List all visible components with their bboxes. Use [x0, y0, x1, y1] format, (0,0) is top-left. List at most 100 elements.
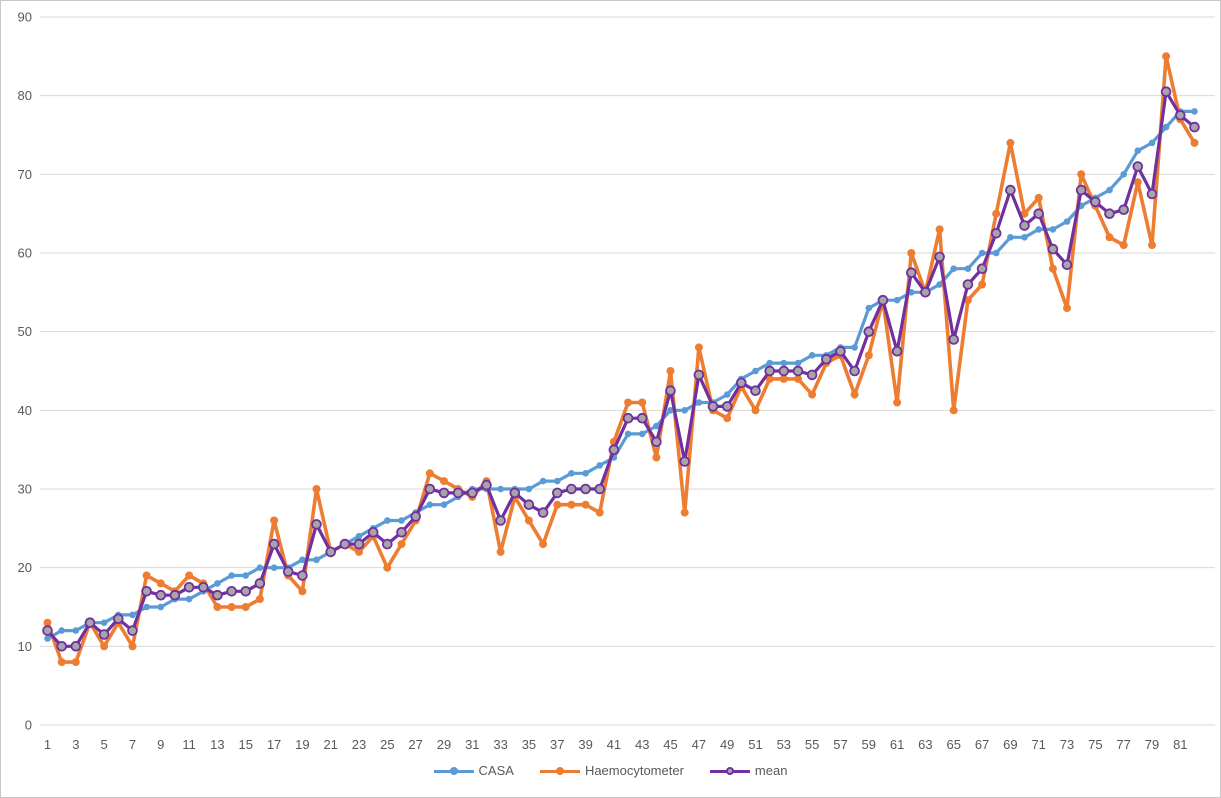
mean-point-24[interactable] — [367, 526, 379, 538]
mean-point-20[interactable] — [311, 519, 322, 530]
casa-point-1[interactable] — [44, 635, 51, 642]
mean-point-78[interactable] — [1132, 161, 1144, 172]
casa-point-53[interactable] — [780, 359, 788, 367]
mean-point-10[interactable] — [169, 589, 181, 601]
mean-point-81[interactable] — [1175, 110, 1186, 121]
casa-point-39[interactable] — [582, 470, 589, 477]
mean-point-15[interactable] — [240, 585, 252, 597]
haemocytometer-point-73[interactable] — [1063, 304, 1071, 313]
casa-point-8[interactable] — [143, 603, 150, 611]
mean-point-1[interactable] — [42, 625, 53, 636]
haemocytometer-point-54[interactable] — [794, 374, 802, 383]
casa-point-9[interactable] — [157, 603, 165, 611]
mean-point-70[interactable] — [1019, 220, 1030, 231]
haemocytometer-point-28[interactable] — [425, 469, 434, 478]
haemocytometer-point-9[interactable] — [156, 579, 165, 588]
mean-point-42[interactable] — [622, 412, 634, 424]
haemocytometer-point-77[interactable] — [1119, 241, 1128, 250]
legend-item-casa[interactable]: CASA — [433, 763, 514, 778]
mean-point-17[interactable] — [268, 538, 280, 550]
mean-point-43[interactable] — [636, 412, 648, 424]
mean-point-80[interactable] — [1160, 86, 1172, 97]
casa-point-19[interactable] — [299, 556, 306, 564]
haemocytometer-point-11[interactable] — [185, 571, 194, 580]
mean-point-74[interactable] — [1075, 184, 1087, 196]
mean-point-8[interactable] — [141, 585, 152, 597]
mean-point-55[interactable] — [806, 369, 818, 381]
mean-point-46[interactable] — [679, 456, 690, 467]
mean-point-77[interactable] — [1118, 204, 1129, 216]
casa-point-47[interactable] — [695, 399, 703, 406]
haemocytometer-point-16[interactable] — [255, 595, 264, 604]
casa-point-77[interactable] — [1120, 171, 1127, 178]
haemocytometer-point-44[interactable] — [652, 453, 661, 462]
haemocytometer-point-35[interactable] — [524, 516, 533, 525]
mean-point-59[interactable] — [863, 326, 875, 338]
mean-point-19[interactable] — [297, 570, 308, 581]
casa-point-78[interactable] — [1134, 147, 1142, 154]
mean-point-72[interactable] — [1047, 243, 1059, 255]
haemocytometer-point-61[interactable] — [893, 398, 902, 407]
casa-point-82[interactable] — [1191, 108, 1198, 115]
haemocytometer-point-14[interactable] — [227, 603, 236, 611]
mean-point-50[interactable] — [735, 377, 747, 389]
mean-point-73[interactable] — [1061, 259, 1073, 271]
mean-point-63[interactable] — [920, 286, 931, 298]
mean-point-57[interactable] — [835, 345, 846, 357]
mean-point-39[interactable] — [580, 483, 591, 495]
mean-point-36[interactable] — [537, 507, 549, 518]
casa-point-23[interactable] — [355, 532, 363, 540]
mean-point-45[interactable] — [665, 385, 676, 397]
casa-point-40[interactable] — [596, 462, 603, 469]
casa-point-33[interactable] — [497, 485, 504, 493]
haemocytometer-point-17[interactable] — [270, 516, 279, 525]
mean-point-7[interactable] — [127, 625, 138, 636]
mean-point-49[interactable] — [721, 401, 733, 412]
casa-point-17[interactable] — [270, 564, 278, 571]
casa-point-29[interactable] — [440, 501, 448, 509]
haemocytometer-point-39[interactable] — [581, 500, 590, 509]
casa-point-76[interactable] — [1106, 186, 1113, 194]
haemocytometer-point-79[interactable] — [1148, 241, 1156, 250]
mean-point-62[interactable] — [905, 267, 917, 279]
haemocytometer-point-33[interactable] — [496, 547, 505, 556]
mean-point-37[interactable] — [551, 487, 563, 499]
haemocytometer-point-45[interactable] — [666, 367, 675, 375]
casa-point-73[interactable] — [1063, 218, 1071, 225]
haemocytometer-point-47[interactable] — [694, 343, 703, 352]
mean-point-53[interactable] — [778, 365, 790, 377]
haemocytometer-point-1[interactable] — [43, 618, 52, 627]
haemocytometer-point-51[interactable] — [751, 406, 760, 415]
mean-point-33[interactable] — [495, 515, 506, 526]
casa-point-52[interactable] — [766, 359, 773, 367]
mean-point-56[interactable] — [820, 353, 832, 365]
haemocytometer-point-49[interactable] — [723, 414, 732, 423]
mean-point-14[interactable] — [226, 585, 237, 597]
haemocytometer-point-15[interactable] — [241, 603, 250, 611]
mean-point-41[interactable] — [608, 444, 620, 456]
mean-point-22[interactable] — [339, 538, 351, 550]
mean-point-48[interactable] — [707, 401, 719, 412]
haemocytometer-point-26[interactable] — [397, 540, 406, 549]
casa-point-37[interactable] — [554, 477, 561, 485]
haemocytometer-point-46[interactable] — [680, 508, 689, 517]
haemocytometer-point-13[interactable] — [213, 603, 222, 611]
haemocytometer-point-64[interactable] — [935, 225, 944, 234]
mean-point-51[interactable] — [750, 385, 761, 397]
casa-point-13[interactable] — [214, 580, 221, 587]
series-line-mean[interactable] — [45, 90, 1197, 648]
casa-point-15[interactable] — [242, 572, 249, 579]
casa-point-71[interactable] — [1035, 226, 1042, 233]
mean-point-52[interactable] — [764, 365, 775, 377]
haemocytometer-point-40[interactable] — [595, 508, 604, 517]
casa-point-72[interactable] — [1049, 226, 1057, 233]
mean-point-60[interactable] — [877, 294, 889, 306]
haemocytometer-point-68[interactable] — [992, 209, 1001, 218]
mean-point-35[interactable] — [523, 499, 535, 511]
mean-point-27[interactable] — [410, 511, 422, 522]
haemocytometer-point-58[interactable] — [850, 390, 859, 399]
mean-point-29[interactable] — [438, 487, 450, 499]
haemocytometer-point-53[interactable] — [779, 374, 788, 383]
casa-point-36[interactable] — [539, 477, 547, 485]
mean-point-34[interactable] — [509, 487, 521, 499]
